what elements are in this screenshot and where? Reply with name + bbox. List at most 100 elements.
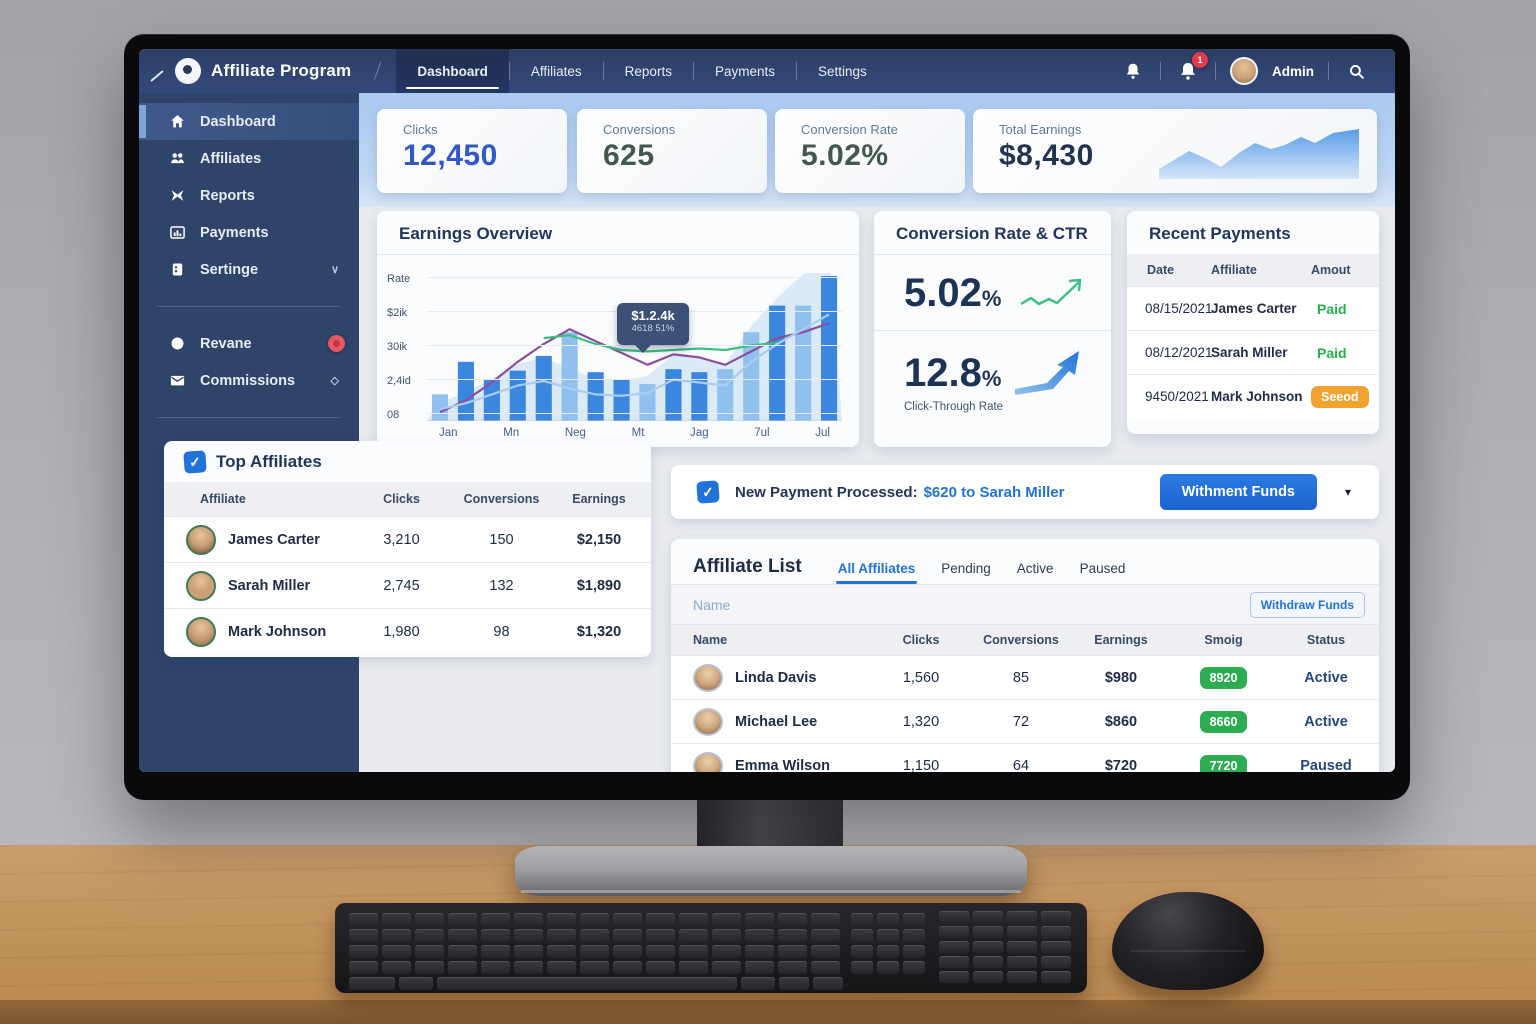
avatar xyxy=(186,616,216,647)
sidebar-divider xyxy=(157,306,341,307)
search-icon[interactable] xyxy=(1343,58,1369,84)
keyboard-key xyxy=(382,961,411,974)
avatar xyxy=(693,707,723,736)
keyboard-key xyxy=(349,929,378,942)
line-series-green xyxy=(543,334,778,353)
affiliate-list-panel: Affiliate List All Affiliates Pending Acti… xyxy=(671,539,1379,772)
keyboard-key xyxy=(939,926,969,938)
nav-tab-reports[interactable]: Reports xyxy=(624,63,672,79)
blue-up-arrow-icon xyxy=(1015,351,1079,395)
nav-tab-settings[interactable]: Settings xyxy=(817,63,867,79)
affiliate-name-cell: James Carter xyxy=(164,524,354,555)
keyboard[interactable] xyxy=(335,903,1087,993)
notification-bell-icon[interactable]: 1 xyxy=(1175,52,1208,84)
avatar xyxy=(693,751,723,772)
earnings-overview-panel: Earnings Overview Rate $2ik 30ik 2,4id 08 $1… xyxy=(377,211,859,447)
keyboard-key xyxy=(903,961,925,974)
tab-pending[interactable]: Pending xyxy=(941,561,991,576)
sidebar-item-sertinge[interactable]: Sertinge ∨ xyxy=(139,251,359,288)
sidebar-item-payments[interactable]: Payments xyxy=(139,214,359,251)
keyboard-key xyxy=(779,977,809,990)
line-series-light-blue xyxy=(439,313,830,411)
bar xyxy=(483,379,500,421)
keyboard-key xyxy=(646,961,675,974)
keyboard-key xyxy=(939,911,969,923)
tab-paused[interactable]: Paused xyxy=(1079,561,1126,576)
earnings-cell: $2,150 xyxy=(576,531,622,548)
bell-icon[interactable] xyxy=(1120,58,1146,84)
mouse[interactable] xyxy=(1112,892,1264,990)
sidebar-item-reports[interactable]: Reports xyxy=(139,177,359,214)
x-axis-label: Jan xyxy=(439,427,458,439)
keyboard-key xyxy=(547,929,576,942)
affiliate-name: Sarah Miller xyxy=(228,577,311,594)
affiliate-search-row: Withdraw Funds xyxy=(671,585,1379,625)
affiliate-list-row[interactable]: Michael Lee 1,320 72 $860 8660 Active xyxy=(671,699,1379,743)
keyboard-key xyxy=(712,945,741,958)
keyboard-key xyxy=(877,929,899,942)
recent-payment-row[interactable]: 9450/2021 Mark Johnson Seeod xyxy=(1127,374,1379,418)
affiliate-name-cell: Michael Lee xyxy=(671,707,871,736)
user-avatar[interactable] xyxy=(1230,57,1258,85)
ctr-value: 12.8% xyxy=(904,350,1002,395)
nav-tab-separator xyxy=(692,62,694,80)
sidebar-item-label: Sertinge xyxy=(200,261,259,278)
name-search-input[interactable] xyxy=(671,596,1091,613)
banner-link[interactable]: $620 to Sarah Miller xyxy=(923,483,1065,501)
monitor-stand-base xyxy=(515,846,1027,896)
payment-status: Paid xyxy=(1317,344,1347,361)
keyboard-key xyxy=(778,929,807,942)
keyboard-key xyxy=(613,945,642,958)
nav-tab-affiliates[interactable]: Affiliates xyxy=(530,63,582,79)
sidebar-item-dashboard[interactable]: Dashboard xyxy=(139,103,359,140)
keyboard-key xyxy=(1007,941,1037,953)
app-logo-icon[interactable] xyxy=(175,58,201,84)
conversion-ctr-panel: Conversion Rate & CTR 5.02% 12.8% xyxy=(874,211,1111,447)
earnings-cell: $1,890 xyxy=(576,577,622,594)
sidebar-item-label: Payments xyxy=(200,224,269,241)
sidebar-item-commissions[interactable]: Commissions ◇ xyxy=(139,362,359,399)
pen-mark-icon xyxy=(150,70,164,82)
chart-tooltip: $1.2.4k 4618 51% xyxy=(617,303,689,353)
keyboard-key xyxy=(646,929,675,942)
keyboard-key xyxy=(1041,971,1071,983)
gridline xyxy=(427,277,842,278)
keyboard-key xyxy=(1007,956,1037,968)
top-affiliate-row[interactable]: James Carter 3,210 150 $2,150 xyxy=(164,516,651,562)
keyboard-key xyxy=(547,961,576,974)
affiliate-list-row[interactable]: Emma Wilson 1,150 64 $720 7720 Paused xyxy=(671,743,1379,772)
recent-payment-row[interactable]: 08/12/2021 Sarah Miller Paid xyxy=(1127,330,1379,374)
keyboard-key xyxy=(481,961,510,974)
nav-tab-dashboard[interactable]: Dashboard xyxy=(396,49,509,93)
payment-affiliate: James Carter xyxy=(1211,301,1297,316)
keyboard-key xyxy=(877,913,899,926)
status-cell: Paused xyxy=(1300,757,1352,773)
caret-down-icon[interactable]: ▾ xyxy=(1344,485,1351,499)
withdraw-funds-button[interactable]: Withdraw Funds xyxy=(1249,592,1365,618)
earnings-overview-title: Earnings Overview xyxy=(399,224,553,243)
affiliate-name: Michael Lee xyxy=(735,713,818,730)
keyboard-key xyxy=(939,956,969,968)
keyboard-key xyxy=(613,929,642,942)
keyboard-key xyxy=(382,929,411,942)
top-navbar: Affiliate Program Dashboard Affiliates Rep… xyxy=(139,49,1395,93)
recent-payments-title: Recent Payments xyxy=(1149,224,1291,243)
withment-funds-button[interactable]: Withment Funds xyxy=(1159,474,1317,510)
top-affiliate-row[interactable]: Sarah Miller 2,745 132 $1,890 xyxy=(164,562,651,608)
sidebar-item-revane[interactable]: Revane◇ xyxy=(139,325,359,362)
top-affiliate-row[interactable]: Mark Johnson 1,980 98 $1,320 xyxy=(164,608,651,654)
sidebar-item-affiliates[interactable]: Affiliates xyxy=(139,140,359,177)
red-badge xyxy=(328,335,345,352)
affiliate-list-row[interactable]: Linda Davis 1,560 85 $980 8920 Active xyxy=(671,655,1379,699)
keyboard-key xyxy=(903,945,925,958)
sidebar-item-label: Affiliates xyxy=(200,150,262,167)
x-axis-label: Mn xyxy=(503,427,520,439)
tab-active[interactable]: Active xyxy=(1016,561,1054,576)
user-name: Admin xyxy=(1272,63,1314,79)
tab-all-affiliates[interactable]: All Affiliates xyxy=(835,561,917,584)
recent-payment-row[interactable]: 08/15/2021 James Carter Paid xyxy=(1127,286,1379,330)
nav-tab-payments[interactable]: Payments xyxy=(714,63,775,79)
ctr-label: Click-Through Rate xyxy=(904,401,1004,413)
earnings-cell: $720 xyxy=(1104,757,1138,773)
avatar xyxy=(186,570,216,601)
